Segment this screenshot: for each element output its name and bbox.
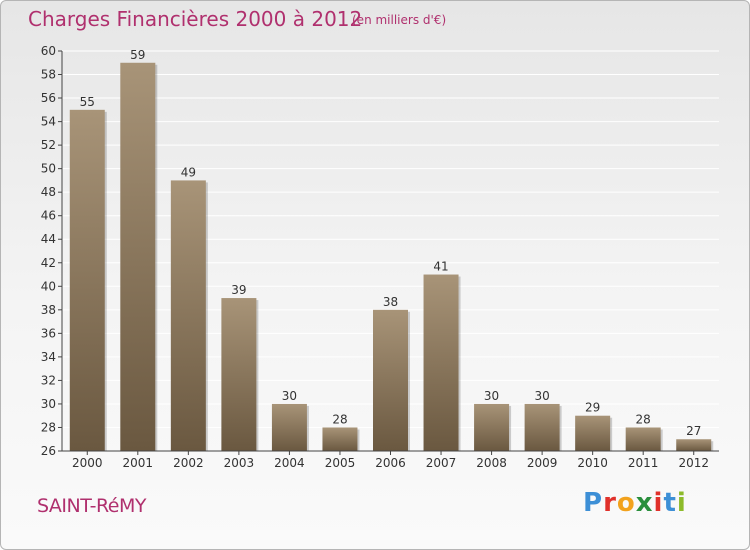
- bar-value-label: 30: [484, 389, 499, 403]
- x-tick-label: 2000: [72, 456, 103, 470]
- bar-value-label: 59: [130, 48, 145, 62]
- bar-value-label: 55: [80, 95, 95, 109]
- x-tick-label: 2006: [375, 456, 406, 470]
- logo-letter: t: [663, 488, 677, 518]
- bar-group: 30: [474, 389, 512, 451]
- logo-letter: i: [676, 488, 687, 518]
- bar: [474, 403, 510, 451]
- bar: [170, 180, 206, 452]
- x-tick-label: 2004: [274, 456, 305, 470]
- y-tick-label: 26: [41, 444, 56, 458]
- logo-letter: r: [603, 488, 617, 518]
- y-tick-label: 54: [41, 115, 56, 129]
- x-tick-label: 2010: [577, 456, 608, 470]
- bars: 55 59 49 39 30 28 38 41 30 30 29 28 27: [69, 48, 714, 452]
- y-tick-label: 60: [41, 44, 56, 58]
- bar: [423, 274, 459, 451]
- y-tick-label: 58: [41, 68, 56, 82]
- chart-unit: (en milliers d'€): [352, 13, 447, 27]
- x-tick-label: 2005: [325, 456, 356, 470]
- logo-letter: P: [583, 488, 604, 518]
- y-tick-label: 32: [41, 373, 56, 387]
- bar-value-label: 29: [585, 401, 600, 415]
- x-tick-label: 2009: [527, 456, 558, 470]
- x-tick-label: 2012: [678, 456, 709, 470]
- bar-group: 28: [625, 412, 663, 451]
- bar-value-label: 38: [383, 295, 398, 309]
- bar-value-label: 41: [433, 260, 448, 274]
- bar-group: 30: [524, 389, 562, 451]
- chart-title: Charges Financières 2000 à 2012: [28, 7, 363, 31]
- bar-group: 28: [322, 412, 360, 451]
- y-tick-label: 52: [41, 138, 56, 152]
- y-tick-label: 56: [41, 91, 56, 105]
- y-tick-label: 34: [41, 350, 56, 364]
- y-tick-label: 36: [41, 326, 56, 340]
- logo-letter: x: [635, 488, 654, 518]
- y-tick-label: 28: [41, 420, 56, 434]
- bar: [676, 439, 712, 451]
- x-tick-label: 2003: [224, 456, 255, 470]
- y-tick-label: 44: [41, 232, 56, 246]
- y-tick-label: 30: [41, 397, 56, 411]
- bar: [120, 62, 156, 451]
- bar-value-label: 30: [282, 389, 297, 403]
- y-tick-label: 42: [41, 256, 56, 270]
- y-tick-label: 40: [41, 279, 56, 293]
- bar-group: 55: [69, 95, 107, 451]
- bar-group: 49: [170, 165, 208, 452]
- x-tick-label: 2011: [628, 456, 659, 470]
- x-tick-label: 2002: [173, 456, 204, 470]
- bar-value-label: 28: [332, 412, 347, 426]
- bar: [524, 403, 560, 451]
- y-tick-label: 50: [41, 162, 56, 176]
- y-tick-label: 38: [41, 303, 56, 317]
- bar: [271, 403, 307, 451]
- y-tick-label: 48: [41, 185, 56, 199]
- bar-value-label: 30: [534, 389, 549, 403]
- bar-group: 39: [221, 283, 259, 451]
- y-tick-label: 46: [41, 209, 56, 223]
- proxiti-logo[interactable]: Proxiti: [583, 488, 687, 518]
- bar-group: 30: [271, 389, 309, 451]
- bar-group: 27: [676, 424, 714, 451]
- bar: [625, 427, 661, 451]
- bar-value-label: 39: [231, 283, 246, 297]
- bar-group: 38: [373, 295, 410, 451]
- bar: [221, 298, 257, 451]
- bar-value-label: 28: [636, 412, 651, 426]
- bar-value-label: 27: [686, 424, 701, 438]
- bar: [373, 309, 408, 451]
- axes: 26 28 30 32 34 36 38 40 42 44 46 48 50 52 54 56 58 60 2000…: [41, 44, 719, 470]
- place-name: SAINT-RéMY: [37, 495, 146, 517]
- x-tick-label: 2001: [123, 456, 154, 470]
- bar-group: 29: [575, 401, 613, 451]
- bar-group: 59: [120, 48, 158, 451]
- bar-value-label: 49: [181, 165, 196, 179]
- x-tick-label: 2007: [426, 456, 457, 470]
- bar: [69, 109, 105, 451]
- logo-letter: i: [653, 488, 664, 518]
- bar-group: 41: [423, 260, 461, 451]
- bar: [322, 427, 358, 451]
- bar: [575, 415, 611, 451]
- x-tick-label: 2008: [476, 456, 507, 470]
- logo-letter: o: [616, 488, 636, 518]
